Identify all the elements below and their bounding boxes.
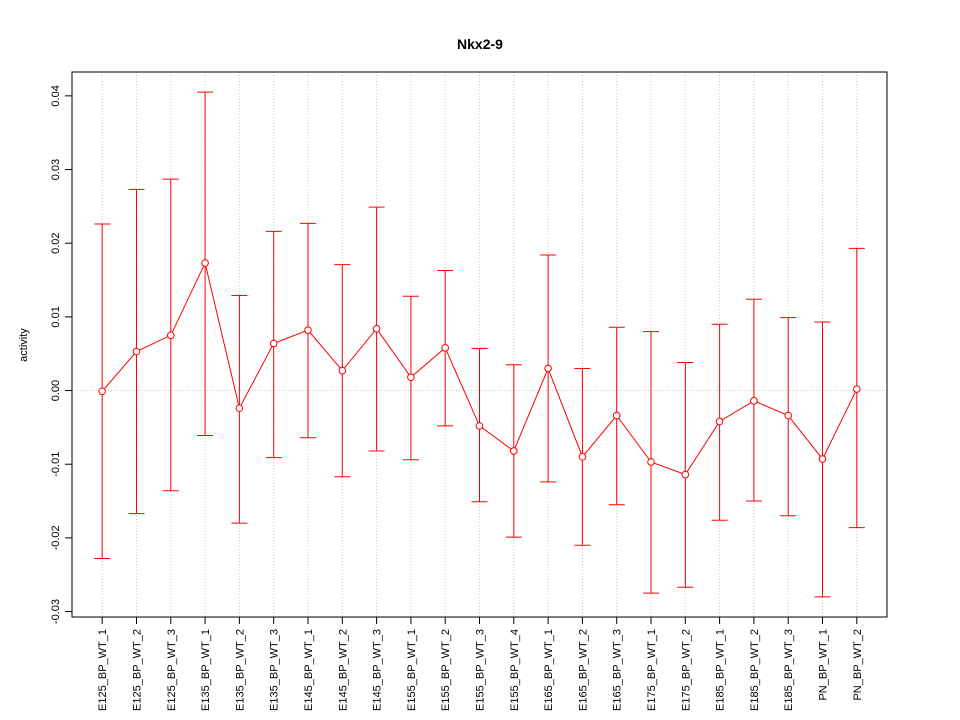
grid — [72, 72, 887, 617]
y-tick-label: 0.01 — [50, 306, 62, 327]
data-point — [98, 387, 106, 396]
x-tick-label: E145_BP_WT_3 — [372, 629, 384, 711]
data-point — [544, 364, 552, 373]
y-tick-label: 0.04 — [50, 85, 62, 106]
y-tick-label: -0.02 — [50, 525, 62, 550]
chart-title: Nkx2-9 — [457, 36, 503, 52]
data-point — [132, 347, 141, 356]
x-tick-label: E175_BP_WT_2 — [680, 629, 692, 711]
x-tick-label: E165_BP_WT_3 — [612, 629, 624, 711]
data-point — [166, 331, 175, 340]
x-tick-label: E135_BP_WT_2 — [234, 629, 246, 711]
x-tick-label: E145_BP_WT_1 — [303, 629, 315, 711]
data-point — [750, 397, 758, 405]
x-tick-label: E135_BP_WT_3 — [269, 629, 281, 711]
data-point — [784, 411, 793, 420]
data-point — [510, 447, 518, 455]
data-point — [612, 411, 621, 420]
x-tick-label: E185_BP_WT_1 — [715, 629, 727, 711]
x-tick-label: E175_BP_WT_1 — [646, 629, 658, 711]
x-tick-label: E155_BP_WT_1 — [406, 629, 418, 711]
x-tick-label: E165_BP_WT_2 — [577, 629, 589, 711]
data-point — [578, 453, 587, 461]
x-tick-label: E145_BP_WT_2 — [337, 629, 349, 711]
x-tick-label: E155_BP_WT_4 — [509, 629, 521, 711]
data-point — [407, 373, 415, 382]
y-tick-label: -0.01 — [50, 452, 62, 477]
data-point — [475, 422, 484, 430]
x-tick-label: E185_BP_WT_2 — [749, 629, 761, 711]
data-point — [681, 470, 690, 479]
x-tick-label: E125_BP_WT_2 — [131, 629, 143, 711]
data-point — [647, 458, 655, 466]
data-point — [441, 344, 449, 352]
x-tick-label: E165_BP_WT_1 — [543, 629, 555, 711]
data-point — [818, 455, 827, 463]
data-point — [235, 404, 244, 413]
y-tick-label: 0.03 — [50, 159, 62, 180]
x-tick-label: PN_BP_WT_1 — [818, 629, 830, 701]
data-point — [372, 324, 381, 333]
y-tick-label: -0.03 — [50, 599, 62, 624]
data-point — [715, 417, 724, 426]
x-tick-label: E185_BP_WT_3 — [783, 629, 795, 711]
y-tick-label: 0.00 — [50, 380, 62, 401]
data-point — [338, 366, 347, 375]
error-bars — [94, 91, 865, 598]
y-tick-label: 0.02 — [50, 232, 62, 253]
plot-frame — [71, 71, 888, 618]
x-tick-label: E125_BP_WT_3 — [166, 629, 178, 711]
y-axis-label: activity — [18, 328, 30, 362]
x-tick-label: PN_BP_WT_2 — [852, 629, 864, 701]
data-point — [853, 385, 861, 393]
data-point — [201, 259, 209, 267]
x-tick-label: E155_BP_WT_2 — [440, 629, 452, 711]
x-tick-label: E155_BP_WT_3 — [475, 629, 487, 711]
data-point — [304, 326, 312, 334]
data-point — [269, 339, 278, 348]
series-line — [98, 259, 861, 479]
x-tick-label: E135_BP_WT_1 — [200, 629, 212, 711]
x-tick-label: E125_BP_WT_1 — [97, 629, 109, 711]
